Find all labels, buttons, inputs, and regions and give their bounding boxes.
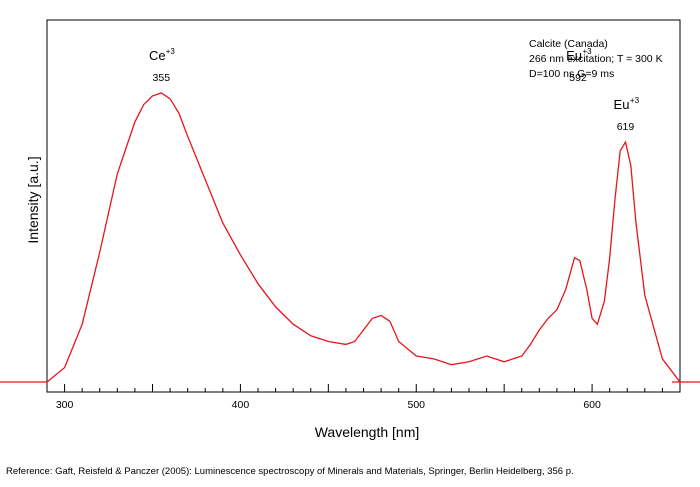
peak-wavelength-label-2: 619 xyxy=(617,121,635,133)
reference-note: Reference: Gaft, Reisfeld & Panczer (200… xyxy=(6,466,574,477)
peak-charge-label-1: +3 xyxy=(582,47,592,56)
info-box: Calcite (Canada) 266 nm excitation; T = … xyxy=(529,38,663,80)
peak-ion-label-2: Eu xyxy=(614,97,630,112)
info-line-2: 266 nm excitation; T = 300 K xyxy=(529,53,663,65)
x-axis-ticks: 300 400 500 600 xyxy=(46,384,681,411)
info-line-1: Calcite (Canada) xyxy=(529,38,608,50)
x-tick-label: 600 xyxy=(583,399,601,411)
peak-wavelength-label-0: 355 xyxy=(153,72,171,84)
peak-ion-label-0: Ce xyxy=(149,48,166,63)
x-axis-label: Wavelength [nm] xyxy=(315,424,420,440)
x-tick-label: 500 xyxy=(407,399,425,411)
peak-charge-label-2: +3 xyxy=(630,96,640,105)
peak-charge-label-0: +3 xyxy=(166,47,176,56)
peak-ion-label-1: Eu xyxy=(566,48,582,63)
x-tick-label: 400 xyxy=(232,399,250,411)
info-line-3: D=100 ns G=9 ms xyxy=(529,68,614,80)
spectrum-series-line xyxy=(46,92,681,383)
peak-wavelength-label-1: 592 xyxy=(569,72,587,84)
x-tick-label: 300 xyxy=(56,399,74,411)
y-axis-label: Intensity [a.u.] xyxy=(25,156,41,243)
